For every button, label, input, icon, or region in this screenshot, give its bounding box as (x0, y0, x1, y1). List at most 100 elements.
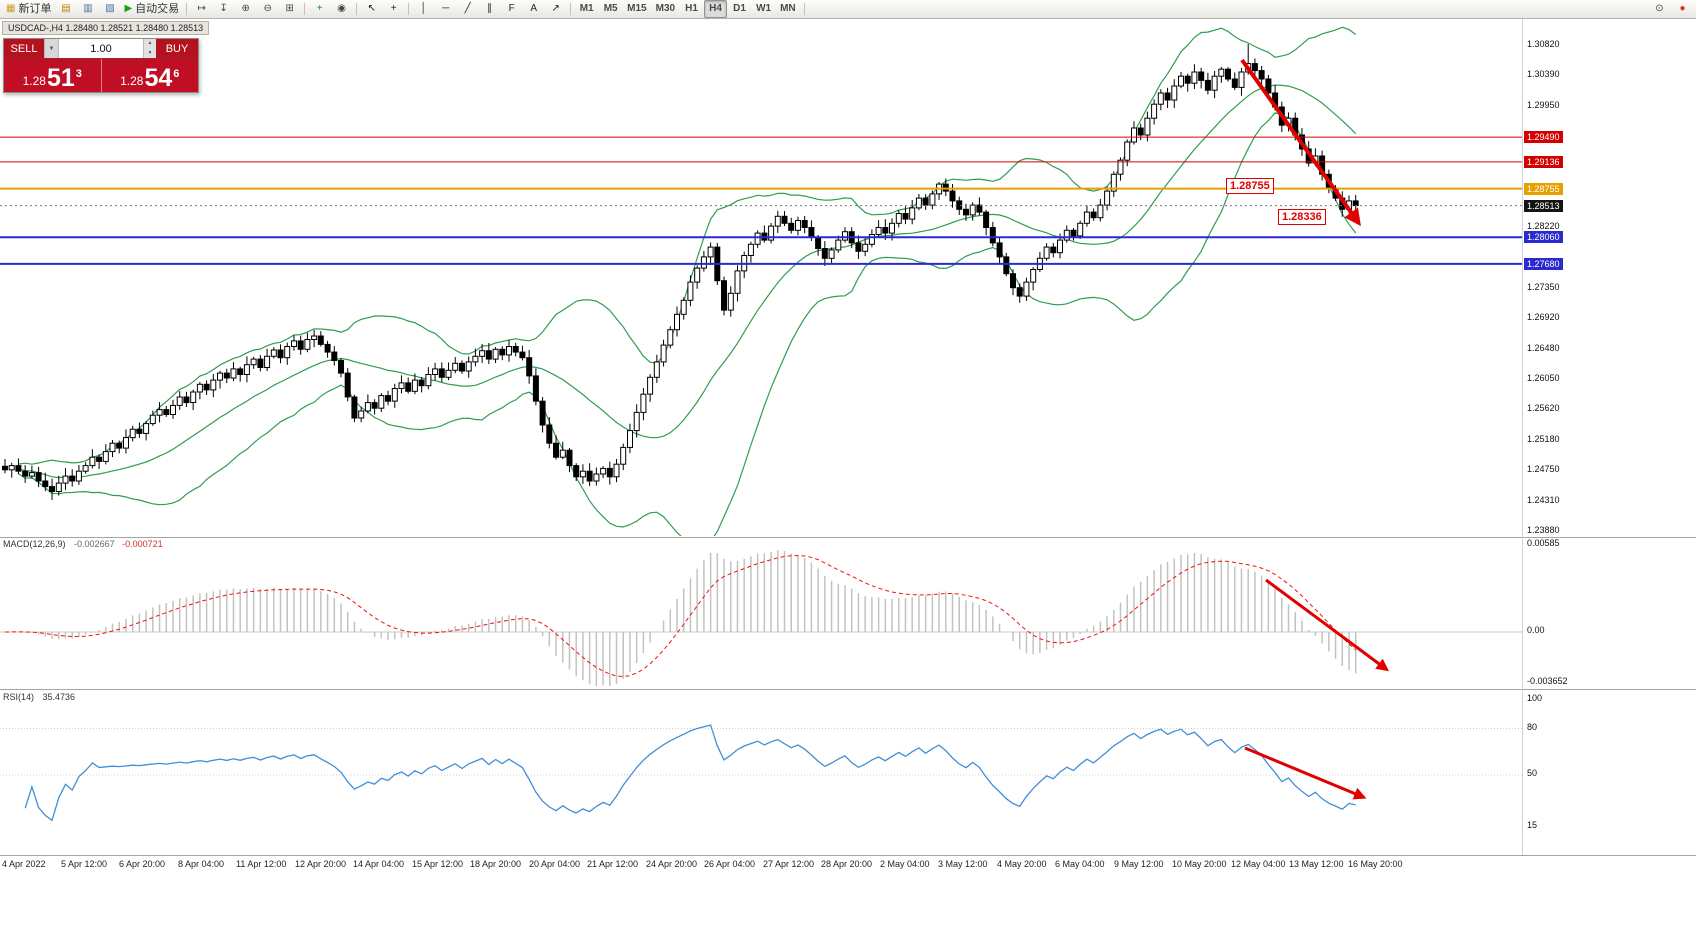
zoom-out-icon[interactable]: ⊖ (257, 0, 278, 18)
indicator-axis-tick: 100 (1527, 693, 1543, 703)
volume-stepper[interactable]: ▲ ▼ (143, 39, 156, 58)
timeframe-m5[interactable]: M5 (603, 3, 618, 14)
time-axis-label: 5 Apr 12:00 (61, 859, 108, 869)
price-tick: 1.26920 (1527, 312, 1560, 322)
text-tool-icon[interactable]: A (523, 0, 544, 18)
sell-dropdown-icon[interactable]: ▼ (44, 39, 59, 58)
timeframe-h4[interactable]: H4 (704, 0, 728, 18)
cursor-icon[interactable]: ↖ (361, 0, 382, 18)
auto-scroll-icon[interactable]: ↧ (213, 0, 234, 18)
horizontal-line-icon[interactable]: ─ (435, 0, 456, 18)
toolbar-separator (570, 3, 572, 15)
sell-quote[interactable]: 1.28 51 3 (4, 59, 102, 92)
charts-window-icon[interactable]: ▥ (77, 0, 98, 18)
price-line-label: 1.29490 (1524, 131, 1563, 143)
time-axis-label: 18 Apr 20:00 (470, 859, 522, 869)
buy-quote[interactable]: 1.28 54 6 (102, 59, 199, 92)
time-axis-label: 26 Apr 04:00 (704, 859, 756, 869)
price-tick: 1.24750 (1527, 464, 1560, 474)
timeframe-h1[interactable]: H1 (685, 3, 698, 14)
price-tick: 1.26050 (1527, 373, 1560, 383)
terminal-window-icon[interactable]: ▧ (99, 0, 120, 18)
volume-input[interactable]: 1.00 (59, 39, 143, 58)
time-axis-label: 12 Apr 20:00 (295, 859, 347, 869)
channel-icon-glyph: ∥ (487, 3, 493, 14)
main-toolbar: ▦ 新订单 ▤ ▥ ▧ ▶ 自动交易 ↦ ↧ ⊕ ⊖ ⊞ + ◉ ↖ + │ ─ ╱ ∥ F A ↗ M1 M5 M15 M30 H1… (0, 0, 1696, 19)
crosshair-icon[interactable]: + (383, 0, 404, 18)
buy-price-points: 54 (144, 64, 173, 92)
zoom-in-icon[interactable]: ⊕ (235, 0, 256, 18)
buy-button[interactable]: BUY (156, 39, 198, 58)
timeframe-m30[interactable]: M30 (655, 3, 676, 14)
macd-layer (0, 550, 1522, 686)
price-tick: 1.28220 (1527, 221, 1560, 231)
chart-title-ohlc: USDCAD-,H4 1.28480 1.28521 1.28480 1.285… (2, 21, 210, 35)
new-order-glyph: ▦ (6, 3, 16, 14)
cursor-icon-glyph: ↖ (367, 3, 376, 14)
text-tool-icon-glyph: A (530, 3, 537, 14)
time-axis-label: 3 May 12:00 (938, 859, 988, 869)
timeframe-w1[interactable]: W1 (756, 3, 772, 14)
time-axis-label: 15 Apr 12:00 (412, 859, 464, 869)
connection-status-icon-glyph: ● (1679, 3, 1686, 14)
indicators-add-icon-glyph: + (316, 3, 323, 14)
rsi-layer (0, 724, 1522, 822)
trendline-icon[interactable]: ╱ (457, 0, 478, 18)
time-axis-label: 24 Apr 20:00 (646, 859, 698, 869)
price-tick: 1.26480 (1527, 343, 1560, 353)
time-axis-label: 2 May 04:00 (880, 859, 930, 869)
rsi-name: RSI(14) (3, 692, 35, 702)
indicators-add-icon[interactable]: + (309, 0, 330, 18)
tile-windows-icon[interactable]: ⊞ (279, 0, 300, 18)
volume-down-icon[interactable]: ▼ (147, 49, 153, 56)
timeframe-mn[interactable]: MN (780, 3, 796, 14)
price-line-label: 1.29136 (1524, 156, 1563, 168)
trade-panel-quotes: 1.28 51 3 1.28 54 6 (4, 59, 198, 92)
chart-shift-icon[interactable]: ↦ (191, 0, 212, 18)
buy-price-pipette: 6 (173, 68, 180, 80)
sell-button[interactable]: SELL (4, 39, 44, 58)
new-order-button[interactable]: ▦ 新订单 (3, 0, 54, 18)
timeframe-m1[interactable]: M1 (579, 3, 594, 14)
market-watch-icon[interactable]: ▤ (55, 0, 76, 18)
time-axis-label: 9 May 12:00 (1114, 859, 1164, 869)
indicator-axis-tick: -0.003652 (1527, 676, 1568, 686)
price-callout: 1.28336 (1278, 209, 1326, 225)
quick-search-icon[interactable]: ⊙ (1649, 0, 1670, 18)
periods-icon[interactable]: ◉ (331, 0, 352, 18)
time-axis-label: 8 Apr 04:00 (178, 859, 225, 869)
time-axis-label: 12 May 04:00 (1231, 859, 1286, 869)
price-tick: 1.29950 (1527, 100, 1560, 110)
sell-price-base: 1.28 (22, 74, 46, 88)
one-click-trading-panel: SELL ▼ 1.00 ▲ ▼ BUY 1.28 51 3 1.28 54 6 (3, 38, 199, 93)
channel-icon[interactable]: ∥ (479, 0, 500, 18)
time-axis-label: 16 May 20:00 (1348, 859, 1403, 869)
auto-trading-button-label: 自动交易 (135, 2, 180, 15)
periods-icon-glyph: ◉ (337, 3, 347, 14)
horizontal-line-icon-glyph: ─ (442, 3, 450, 14)
time-axis-label: 4 May 20:00 (997, 859, 1047, 869)
auto-trading-button[interactable]: ▶ 自动交易 (121, 0, 182, 18)
fibonacci-icon[interactable]: F (501, 0, 522, 18)
vertical-line-icon-glyph: │ (420, 3, 427, 14)
timeframe-m15[interactable]: M15 (627, 3, 647, 14)
crosshair-icon-glyph: + (390, 3, 397, 14)
rsi-value: 35.4736 (42, 692, 76, 702)
trendline-icon-glyph: ╱ (464, 3, 471, 14)
volume-up-icon[interactable]: ▲ (147, 40, 153, 46)
fibonacci-icon-glyph: F (508, 3, 515, 14)
arrows-tool-icon[interactable]: ↗ (545, 0, 566, 18)
time-axis-label: 6 Apr 20:00 (119, 859, 166, 869)
price-line-label: 1.28513 (1524, 200, 1563, 212)
macd-main-value: -0.002667 (74, 539, 115, 549)
indicator-axis-tick: 15 (1527, 820, 1538, 830)
price-callout: 1.28755 (1226, 178, 1274, 194)
price-tick: 1.30390 (1527, 69, 1560, 79)
auto-trading-glyph: ▶ (124, 3, 133, 14)
timeframe-d1[interactable]: D1 (733, 3, 746, 14)
vertical-line-icon[interactable]: │ (413, 0, 434, 18)
price-tick: 1.27350 (1527, 282, 1560, 292)
connection-status-icon[interactable]: ● (1672, 0, 1693, 18)
auto-scroll-icon-glyph: ↧ (219, 3, 228, 14)
